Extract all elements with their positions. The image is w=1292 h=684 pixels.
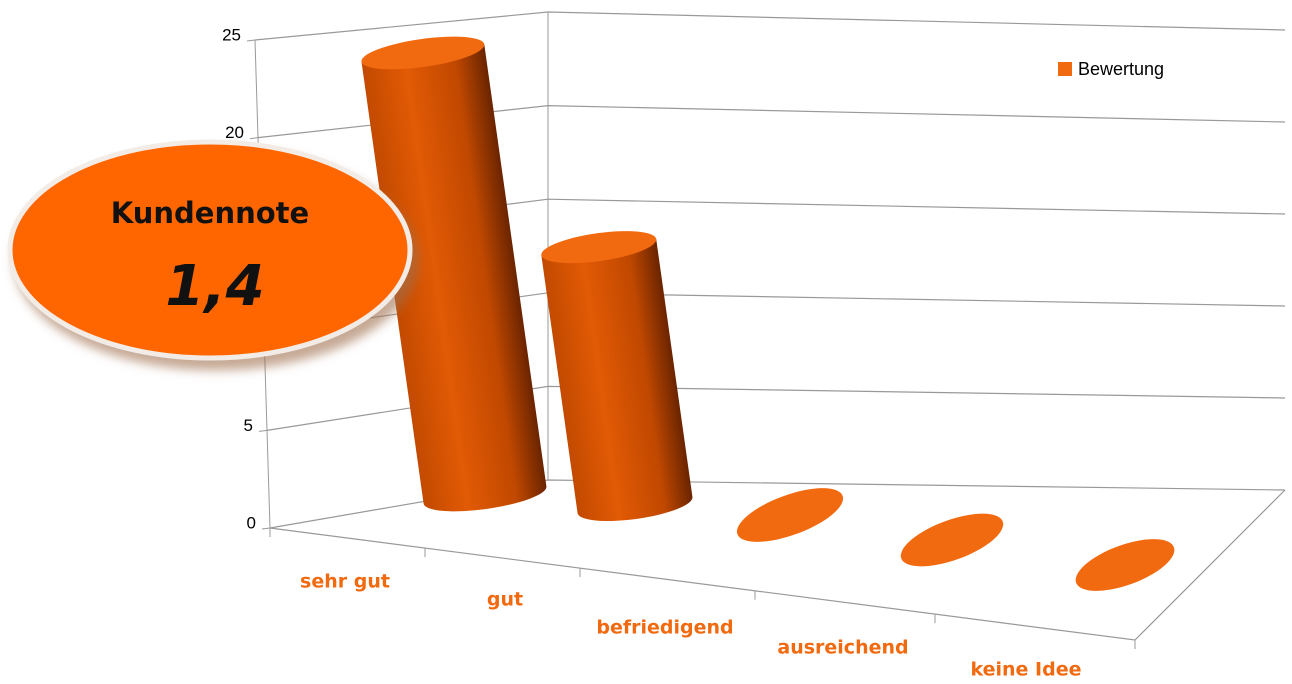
bar <box>900 513 1004 567</box>
legend-swatch <box>1058 62 1072 76</box>
bar <box>1075 539 1175 591</box>
badge-shape <box>7 139 413 361</box>
floor-edge <box>269 489 1286 641</box>
bar <box>541 239 693 522</box>
bar-top <box>541 231 657 264</box>
x-tick-label: sehr gut <box>300 571 390 593</box>
marks: sehr gut gut befriedigend ausreichend keine … <box>300 36 1175 681</box>
y-tick-label: 0 <box>247 513 256 532</box>
y-tick-label: 25 <box>222 25 241 44</box>
y-tick-label: 20 <box>225 123 244 142</box>
y-tick-label: 5 <box>244 416 253 435</box>
x-tick-label: keine Idee <box>971 659 1082 681</box>
badge-title: Kundennote <box>111 196 309 230</box>
tick-mark <box>261 527 271 530</box>
badge <box>7 139 413 361</box>
legend-label: Bewertung <box>1078 59 1164 79</box>
tick-mark <box>246 39 256 42</box>
bar <box>361 44 547 512</box>
x-tick-label: gut <box>487 589 523 611</box>
bar-top <box>361 36 485 70</box>
tick-mark <box>249 137 259 140</box>
x-tick-label: ausreichend <box>777 637 908 659</box>
grid-line <box>254 11 1286 41</box>
x-tick-label: befriedigend <box>596 617 733 639</box>
bar <box>736 488 844 542</box>
badge-value: 1,4 <box>165 254 264 319</box>
tick-mark <box>258 429 268 432</box>
